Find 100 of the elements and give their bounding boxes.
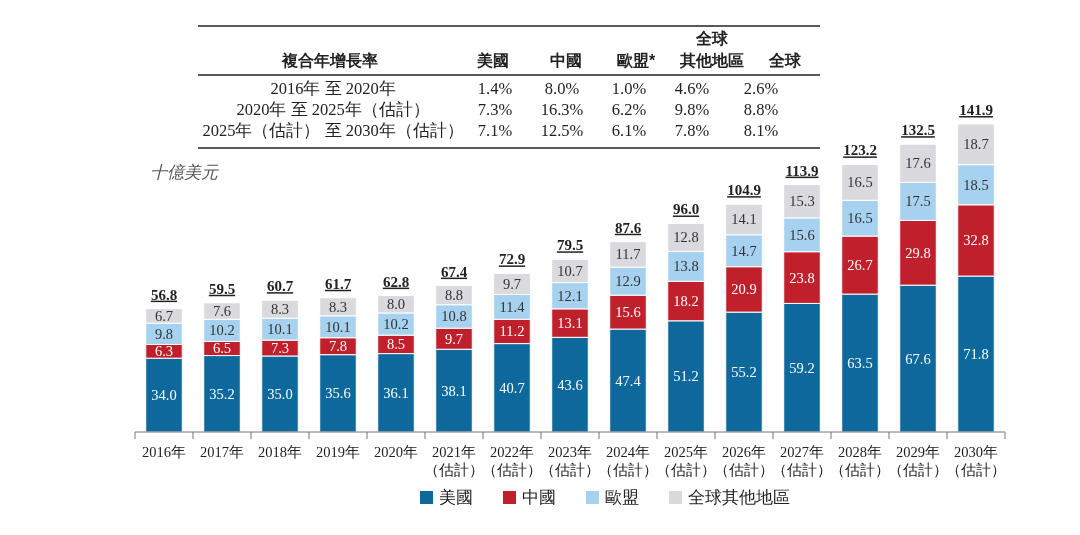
data-label: 36.1 — [383, 384, 409, 401]
text: 歐盟* — [616, 52, 656, 69]
total-label: 79.5 — [556, 237, 584, 254]
total-label: 72.9 — [498, 251, 526, 268]
data-label: 59.2 — [789, 359, 815, 376]
text: 7.3% — [477, 100, 513, 119]
data-label: 10.1 — [267, 321, 293, 338]
text: 1.4% — [477, 79, 513, 98]
data-label: 10.2 — [209, 322, 235, 339]
total-label: 62.8 — [382, 273, 410, 290]
total-label: 96.0 — [672, 201, 700, 218]
data-label: 17.5 — [905, 193, 931, 210]
data-label: 12.1 — [557, 287, 583, 304]
data-label: 6.5 — [212, 340, 232, 357]
data-label: 8.5 — [386, 336, 406, 353]
data-label: 13.8 — [673, 258, 699, 275]
total-label: 87.6 — [614, 219, 642, 236]
annotation: 12.5% — [540, 121, 584, 140]
total-label: 60.7 — [266, 278, 294, 295]
data-label: 10.7 — [557, 262, 583, 279]
text: 2.6% — [743, 79, 779, 98]
annotation: 7.8% — [674, 121, 710, 140]
data-label: 16.5 — [847, 174, 873, 191]
data-label: 38.1 — [441, 382, 467, 399]
data-label: 9.7 — [444, 330, 464, 347]
x-tick-label: 2016年 — [142, 444, 186, 460]
text: 6.2% — [611, 100, 647, 119]
text: 9.8% — [674, 100, 710, 119]
x-tick-label: 2028年（估計） — [830, 444, 890, 478]
data-label: 35.0 — [267, 385, 293, 402]
total-label: 141.9 — [959, 102, 993, 118]
total-label: 67.4 — [440, 263, 468, 280]
total-label: 56.8 — [150, 286, 178, 303]
x-tick-label: 2030年（估計） — [946, 444, 1006, 478]
data-label: 26.7 — [847, 257, 873, 274]
text: 複合年增長率 — [281, 51, 378, 69]
data-label: 11.2 — [499, 323, 525, 340]
data-label: 17.6 — [905, 155, 931, 172]
data-label: 35.6 — [325, 385, 351, 402]
total-label: 59.5 — [208, 280, 236, 297]
data-label: 55.2 — [731, 364, 757, 381]
total-label: 113.9 — [785, 162, 819, 179]
data-label: 6.3 — [154, 343, 174, 360]
text: 美國 — [476, 51, 509, 69]
data-label: 16.5 — [847, 210, 873, 227]
data-label: 67.6 — [905, 350, 931, 367]
x-tick-label: 2021年（估計） — [424, 444, 484, 478]
total-label: 104.9 — [727, 182, 761, 199]
data-label: 11.4 — [499, 298, 526, 315]
y-axis-title: 十億美元 — [150, 163, 219, 182]
data-label: 40.7 — [499, 379, 525, 396]
text: 8.8% — [743, 100, 779, 119]
text: 全球其他地區 — [679, 30, 744, 69]
data-label: 12.8 — [673, 229, 699, 246]
data-label: 13.1 — [557, 315, 583, 332]
text: 16.3% — [540, 100, 584, 119]
text: 2020年 至 2025年（估計） — [236, 100, 430, 119]
data-label: 9.7 — [502, 275, 522, 292]
legend-label: 全球其他地區 — [688, 488, 790, 507]
data-label: 8.3 — [328, 298, 348, 315]
x-tick-label: 2020年 — [374, 444, 418, 460]
annotation: 8.1% — [743, 121, 779, 140]
data-label: 10.1 — [325, 318, 351, 335]
legend-label: 中國 — [522, 488, 556, 507]
x-tick-label: 2017年 — [200, 444, 244, 460]
data-label: 6.7 — [154, 307, 174, 324]
annotation: 7.1% — [477, 121, 513, 140]
data-label: 51.2 — [673, 368, 699, 385]
data-label: 29.8 — [905, 244, 931, 261]
x-tick-label: 2026年（估計） — [714, 444, 774, 478]
annotation: 6.1% — [611, 121, 647, 140]
x-tick-label: 2018年 — [258, 444, 302, 460]
text: 8.0% — [544, 79, 580, 98]
data-label: 47.4 — [615, 372, 642, 389]
text: 1.0% — [611, 79, 647, 98]
data-label: 18.5 — [963, 176, 989, 193]
data-label: 14.7 — [731, 242, 757, 259]
total-label: 61.7 — [324, 275, 352, 292]
data-label: 8.0 — [386, 296, 406, 313]
x-tick-label: 2027年（估計） — [772, 444, 832, 478]
data-label: 7.8 — [328, 338, 348, 355]
x-tick-label: 2024年（估計） — [598, 444, 658, 478]
text: 4.6% — [674, 79, 710, 98]
data-label: 34.0 — [151, 387, 177, 404]
legend-label: 美國 — [439, 488, 473, 507]
data-label: 43.6 — [557, 376, 583, 393]
x-tick-label: 2029年（估計） — [888, 444, 948, 478]
data-label: 18.2 — [673, 293, 699, 310]
data-label: 23.8 — [789, 269, 815, 286]
data-label: 63.5 — [847, 355, 873, 372]
data-label: 7.6 — [212, 303, 232, 320]
x-tick-label: 2023年（估計） — [540, 444, 600, 478]
data-label: 7.3 — [270, 340, 290, 357]
text: 中國 — [550, 52, 582, 69]
data-label: 11.7 — [615, 246, 641, 263]
data-label: 15.6 — [789, 226, 815, 243]
x-tick-label: 2019年 — [316, 444, 360, 460]
annotation: 2025年（估計） 至 2030年（估計） — [202, 121, 464, 140]
data-label: 20.9 — [731, 281, 757, 298]
data-label: 18.7 — [963, 136, 989, 153]
